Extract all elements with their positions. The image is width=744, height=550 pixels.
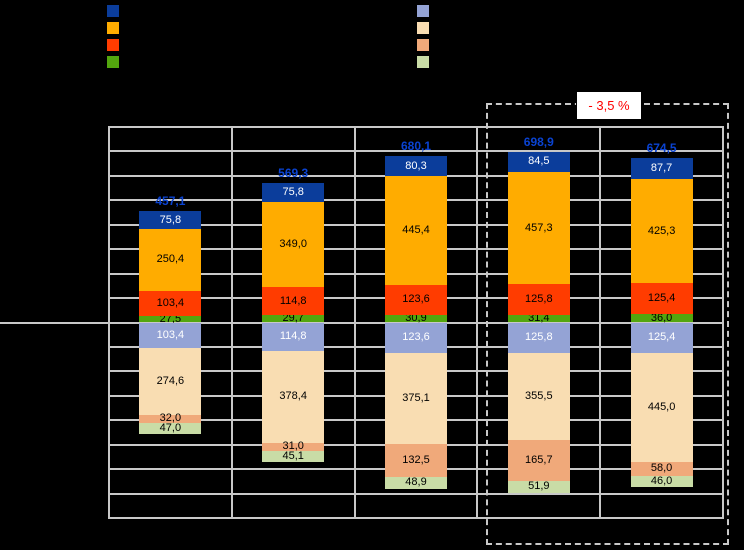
h-gridline [108,517,724,519]
bar-segment-series-green: 29,7 [262,313,325,324]
bar-segment-series-salmon: 31,0 [262,441,325,451]
h-gridline [108,174,724,177]
legend-swatch-series-green [107,56,119,68]
bar-segment-series-salmon: 58,0 [630,461,693,477]
bar-total-label: 680,1 [400,139,432,154]
v-gridline [599,126,602,519]
legend-swatch-series-orange [107,22,119,34]
v-gridline [476,126,479,519]
bar-segment-series-dark-blue: 75,8 [262,183,325,202]
highlight-dashed-box [486,103,729,545]
bar-segment-series-orange: 349,0 [262,201,325,288]
bar-segment-series-red: 123,6 [385,284,447,315]
bar-segment-series-peach: 378,4 [262,350,325,444]
bar-segment-series-dark-blue: 87,7 [630,157,693,180]
bar-segment-series-green: 27,5 [139,313,202,324]
bar-segment-series-peach: 445,0 [630,353,693,462]
h-gridline [108,126,724,128]
legend-left-column [107,5,119,73]
legend-swatch-series-dark-blue [107,5,119,17]
bar-segment-series-dark-blue: 75,8 [139,210,202,230]
bar-segment-series-orange: 445,4 [385,175,447,285]
legend-right-column [417,5,429,73]
bar-segment-series-periwinkle: 103,4 [139,322,202,348]
bar-segment-series-green: 31,4 [507,313,570,323]
bar-segment-series-salmon: 132,5 [385,444,447,477]
bar-segment-series-green: 30,9 [385,313,447,323]
v-gridline [230,126,233,519]
bar-segment-series-light-green: 51,9 [507,480,570,494]
bar-segment-series-peach: 375,1 [385,352,447,445]
change-annotation-label: - 3,5 % [588,98,630,113]
h-gridline [108,492,724,495]
bar-segment-series-periwinkle: 125,8 [507,322,570,354]
legend-swatch-series-light-green [417,56,429,68]
bar-segment-series-peach: 274,6 [139,347,202,415]
bar-segment-series-periwinkle: 125,4 [630,322,693,354]
bar-total-label: 698,9 [523,134,554,149]
bar-total-label: 569,3 [278,166,309,181]
bar-segment-series-light-green: 47,0 [139,422,202,435]
bar-segment-series-orange: 457,3 [507,172,570,285]
bar-total-label: 674,5 [646,140,677,155]
bar-segment-series-peach: 355,5 [507,353,570,441]
bar-segment-series-dark-blue: 84,5 [507,151,570,173]
h-gridline [108,150,724,153]
bar-segment-series-green: 36,0 [630,312,693,323]
bar-segment-series-periwinkle: 123,6 [385,322,447,353]
bar-segment-series-salmon: 165,7 [507,440,570,481]
bar-segment-series-periwinkle: 114,8 [262,322,325,351]
legend-swatch-series-red [107,39,119,51]
bar-segment-series-red: 114,8 [262,287,325,316]
bar-segment-series-orange: 250,4 [139,229,202,291]
bar-segment-series-salmon: 32,0 [139,413,202,424]
bar-segment-series-light-green: 48,9 [385,477,447,489]
legend-swatch-series-periwinkle [417,5,429,17]
legend-swatch-series-salmon [417,39,429,51]
change-annotation: - 3,5 % [576,91,642,120]
bar-total-label: 457,1 [155,193,186,208]
zero-axis-tick [0,322,109,324]
v-gridline [108,126,110,519]
bar-segment-series-dark-blue: 80,3 [385,156,447,176]
bar-segment-series-light-green: 46,0 [630,476,693,488]
bar-segment-series-red: 125,4 [630,283,693,314]
v-gridline [722,126,724,519]
bar-segment-series-orange: 425,3 [630,179,693,284]
bar-segment-series-red: 103,4 [139,290,202,316]
bar-segment-series-red: 125,8 [507,284,570,315]
legend-swatch-series-peach [417,22,429,34]
bar-segment-series-light-green: 45,1 [262,450,325,462]
v-gridline [353,126,356,519]
